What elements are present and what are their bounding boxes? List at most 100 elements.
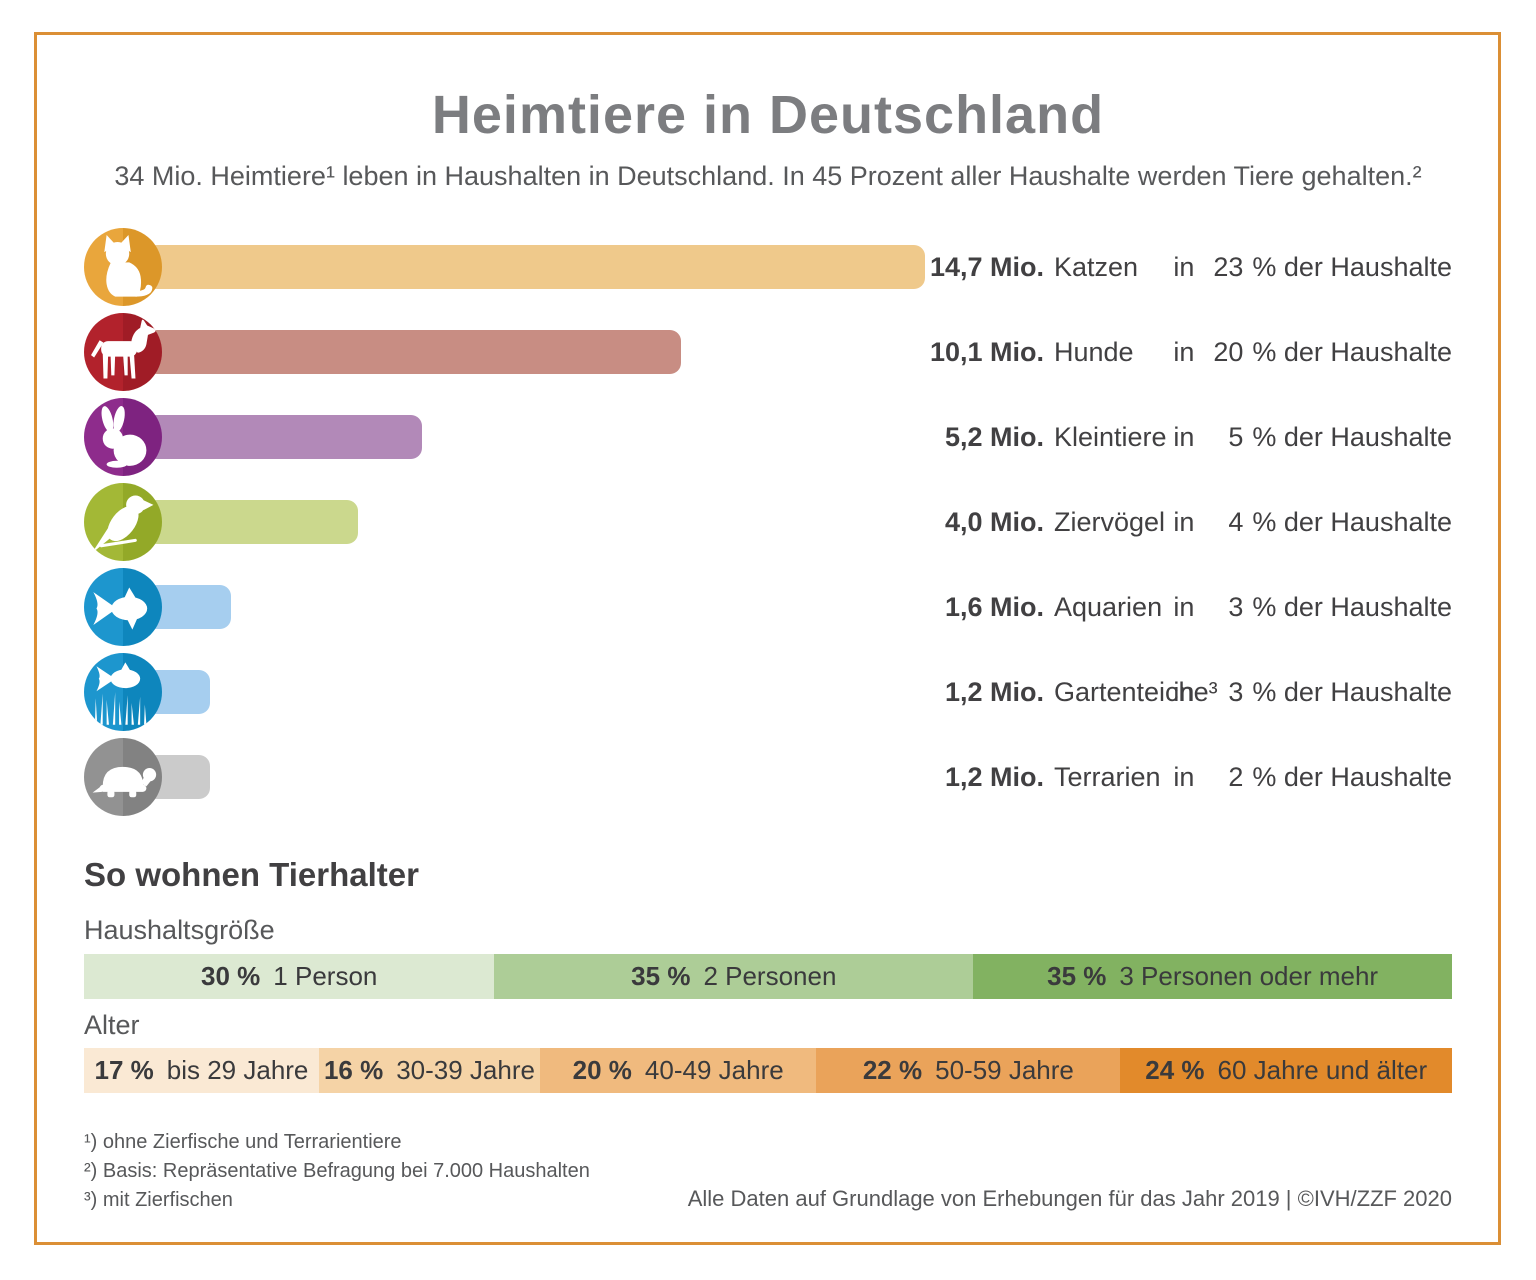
- footnote-2: ²) Basis: Repräsentative Befragung bei 7…: [84, 1160, 590, 1182]
- stacked-bar-segment: 16 % 30-39 Jahre: [318, 1048, 540, 1093]
- turtle-icon-circle: [84, 738, 162, 816]
- household-suffix: % der Haushalte: [1252, 421, 1452, 452]
- pet-value: 14,7 Mio.: [929, 251, 1044, 282]
- segment-percent: 16 %: [323, 1055, 384, 1085]
- pet-row: 1,6 Mio. Aquarien in 3 % der Haushalte: [84, 566, 1452, 651]
- rabbit-icon: [99, 404, 147, 468]
- pet-value: 1,2 Mio.: [944, 761, 1044, 792]
- pet-row: 5,2 Mio. Kleintiere in 5 % der Haushalte: [84, 396, 1452, 481]
- footnote-1: ¹) ohne Zierfische und Terrarientiere: [84, 1131, 402, 1153]
- pond-icon: [94, 662, 147, 725]
- orange-border-frame: [34, 32, 1501, 1245]
- pet-row: 14,7 Mio. Katzen in 23 % der Haushalte: [84, 226, 1452, 311]
- pet-row: 4,0 Mio. Ziervögel in 4 % der Haushalte: [84, 481, 1452, 566]
- household-prefix: in: [1173, 761, 1195, 792]
- pet-household-share: in 2 % der Haushalte: [1173, 736, 1452, 818]
- household-prefix: in: [1173, 336, 1195, 367]
- household-suffix: % der Haushalte: [1252, 591, 1452, 622]
- household-percent: 4: [1228, 506, 1244, 537]
- pet-value: 5,2 Mio.: [944, 421, 1044, 452]
- dog-icon-circle: [84, 313, 162, 391]
- segment-percent: 20 %: [572, 1055, 632, 1085]
- cat-icon-circle: [84, 228, 162, 306]
- pet-household-share: in 3 % der Haushalte: [1173, 651, 1452, 733]
- pet-bar: [146, 245, 925, 289]
- age-stacked-bar: 17 % bis 29 Jahre 16 % 30-39 Jahre 20 % 40-…: [84, 1048, 1452, 1093]
- pet-household-share: in 4 % der Haushalte: [1173, 481, 1452, 563]
- household-suffix: % der Haushalte: [1252, 676, 1452, 707]
- pet-bar: [146, 330, 681, 374]
- household-size-label: Haushaltsgröße: [84, 915, 275, 945]
- pond-icon-circle: [84, 653, 162, 731]
- household-percent: 3: [1228, 591, 1244, 622]
- pet-name: Aquarien: [1054, 591, 1163, 622]
- fish-icon-circle: [84, 568, 162, 646]
- segment-label: 50-59 Jahre: [935, 1055, 1074, 1085]
- household-prefix: in: [1173, 676, 1195, 707]
- page-subtitle: 34 Mio. Heimtiere¹ leben in Haushalten i…: [114, 161, 1422, 191]
- pet-household-share: in 20 % der Haushalte: [1173, 311, 1452, 393]
- household-suffix: % der Haushalte: [1252, 336, 1452, 367]
- stacked-bar-segment: 24 % 60 Jahre und älter: [1120, 1048, 1452, 1093]
- household-prefix: in: [1173, 421, 1195, 452]
- pet-row: 1,2 Mio. Terrarien in 2 % der Haushalte: [84, 736, 1452, 821]
- household-percent: 20: [1213, 336, 1244, 367]
- stacked-bar-segment: 35 % 3 Personen oder mehr: [973, 954, 1452, 999]
- pet-row: 1,2 Mio. Gartenteiche³ in 3 % der Haushalt…: [84, 651, 1452, 736]
- segment-percent: 30 %: [201, 961, 261, 991]
- pet-value: 1,2 Mio.: [944, 676, 1044, 707]
- pet-household-share: in 5 % der Haushalte: [1173, 396, 1452, 478]
- pet-value: 10,1 Mio.: [929, 336, 1044, 367]
- segment-label: 60 Jahre und älter: [1217, 1055, 1428, 1085]
- stacked-bar-segment: 20 % 40-49 Jahre: [540, 1048, 817, 1093]
- household-size-stacked-bar: 30 % 1 Person 35 % 2 Personen 35 % 3 Person…: [84, 954, 1452, 999]
- household-suffix: % der Haushalte: [1252, 761, 1452, 792]
- pet-name: Kleintiere: [1054, 421, 1167, 452]
- segment-label: bis 29 Jahre: [166, 1055, 309, 1085]
- source-credit: Alle Daten auf Grundlage von Erhebungen …: [687, 1186, 1452, 1211]
- segment-percent: 35 %: [631, 961, 691, 991]
- cat-icon: [104, 235, 153, 297]
- segment-percent: 35 %: [1047, 961, 1107, 991]
- household-percent: 5: [1228, 421, 1244, 452]
- bird-icon-circle: [84, 483, 162, 561]
- segment-percent: 17 %: [94, 1055, 154, 1085]
- footnotes: ¹) ohne Zierfische und Terrarientiere ²)…: [84, 1128, 590, 1215]
- pet-value: 4,0 Mio.: [944, 506, 1044, 537]
- pet-household-share: in 23 % der Haushalte: [1173, 226, 1452, 308]
- stacked-bar-segment: 35 % 2 Personen: [494, 954, 974, 999]
- household-prefix: in: [1173, 506, 1195, 537]
- pet-value: 1,6 Mio.: [944, 591, 1044, 622]
- stacked-bar-segment: 17 % bis 29 Jahre: [84, 1048, 319, 1093]
- segment-label: 2 Personen: [703, 961, 837, 991]
- household-prefix: in: [1173, 591, 1195, 622]
- pet-bar: [146, 500, 358, 544]
- pet-name: Gartenteiche³: [1054, 676, 1218, 707]
- fish-icon: [93, 587, 148, 630]
- stacked-bar-segment: 30 % 1 Person: [84, 954, 495, 999]
- household-suffix: % der Haushalte: [1252, 506, 1452, 537]
- segment-label: 30-39 Jahre: [396, 1055, 535, 1085]
- pet-name: Ziervögel: [1054, 506, 1166, 537]
- household-suffix: % der Haushalte: [1252, 251, 1452, 282]
- household-prefix: in: [1173, 251, 1195, 282]
- page-title: Heimtiere in Deutschland: [431, 85, 1105, 145]
- household-percent: 23: [1213, 251, 1244, 282]
- segment-percent: 24 %: [1145, 1055, 1205, 1085]
- bird-icon: [91, 495, 154, 554]
- pet-name: Hunde: [1054, 336, 1134, 367]
- pet-household-share: in 3 % der Haushalte: [1173, 566, 1452, 648]
- segment-label: 40-49 Jahre: [644, 1055, 784, 1085]
- pet-row: 10,1 Mio. Hunde in 20 % der Haushalte: [84, 311, 1452, 396]
- segment-percent: 22 %: [862, 1055, 923, 1085]
- age-label: Alter: [84, 1010, 140, 1040]
- dog-icon: [91, 319, 156, 379]
- stacked-bar-segment: 22 % 50-59 Jahre: [816, 1048, 1121, 1093]
- pet-name: Terrarien: [1054, 761, 1161, 792]
- household-percent: 3: [1228, 676, 1244, 707]
- rabbit-icon-circle: [84, 398, 162, 476]
- section-heading: So wohnen Tierhalter: [84, 856, 419, 893]
- segment-label: 3 Personen oder mehr: [1119, 961, 1379, 991]
- turtle-icon: [92, 766, 157, 798]
